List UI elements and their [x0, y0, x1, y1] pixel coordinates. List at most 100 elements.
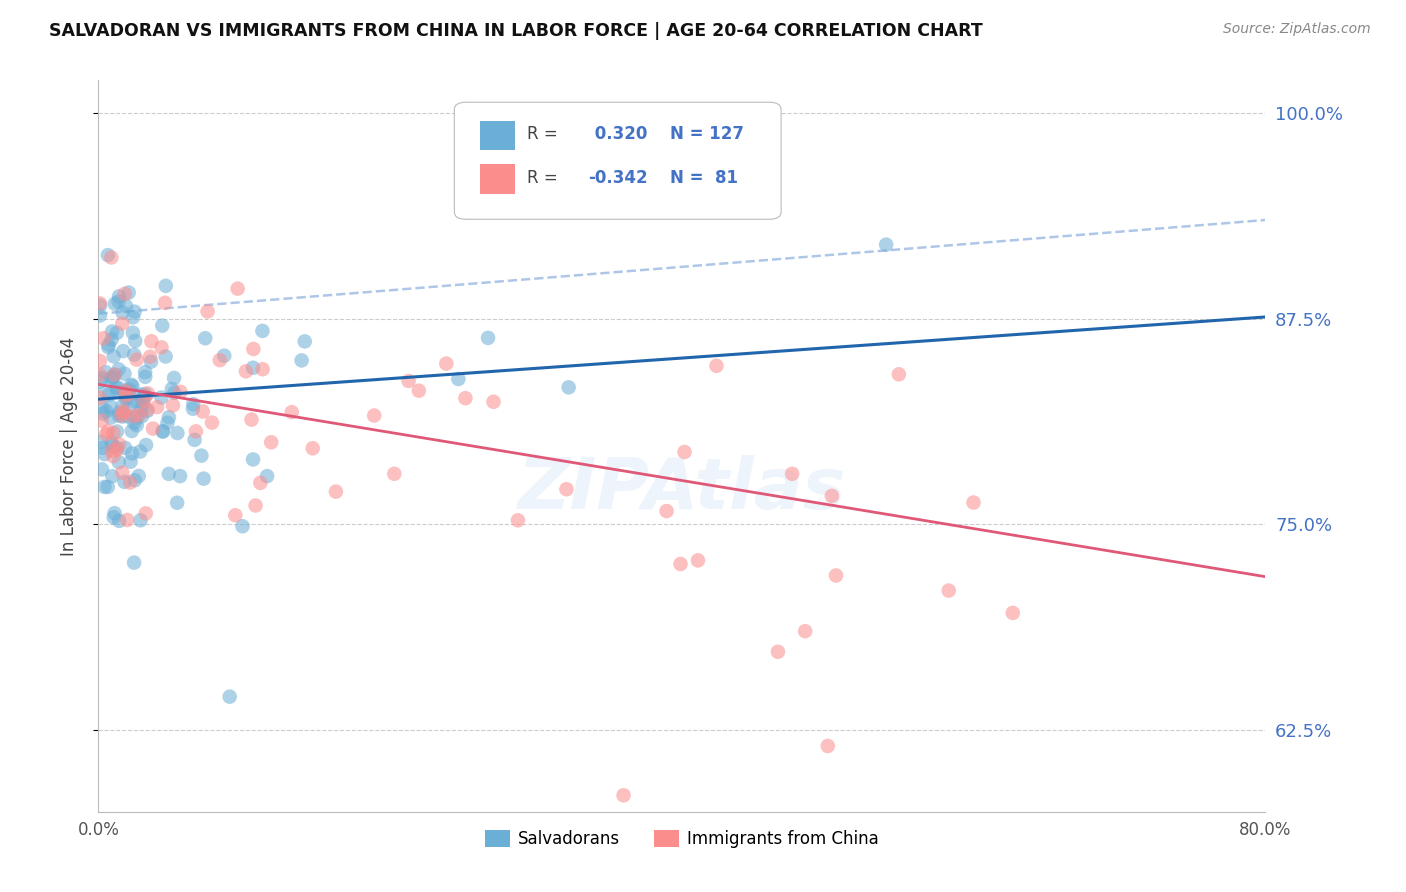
Point: [111, 399, 134, 413]
Y-axis label: In Labor Force | Age 20-64: In Labor Force | Age 20-64: [59, 336, 77, 556]
Point: [97, 340, 120, 354]
Point: [128, 408, 150, 422]
Point: [112, 406, 135, 420]
Point: [108, 289, 131, 303]
Point: [124, 473, 146, 487]
Point: [780, 467, 803, 481]
Point: [184, 425, 207, 439]
Point: [90, 414, 112, 428]
Point: [108, 406, 131, 420]
Point: [162, 398, 184, 412]
Point: [100, 333, 122, 347]
Point: [121, 424, 143, 438]
Point: [166, 425, 188, 440]
Point: [100, 410, 122, 425]
Point: [131, 402, 153, 417]
Legend: Salvadorans, Immigrants from China: Salvadorans, Immigrants from China: [478, 823, 886, 855]
Point: [447, 372, 470, 386]
Point: [118, 386, 141, 401]
Point: [135, 438, 157, 452]
Point: [153, 295, 176, 310]
Point: [117, 409, 139, 424]
Point: [136, 402, 159, 417]
Bar: [479, 120, 515, 150]
Point: [150, 391, 173, 405]
Point: [107, 381, 129, 395]
Point: [482, 394, 505, 409]
Point: [150, 318, 173, 333]
Point: [114, 286, 136, 301]
Point: [408, 384, 430, 398]
Point: [108, 514, 131, 528]
Point: [105, 442, 128, 457]
Point: [938, 583, 960, 598]
Point: [118, 285, 141, 300]
Point: [150, 340, 173, 354]
Point: [111, 466, 134, 480]
Point: [142, 421, 165, 435]
Point: [93, 480, 115, 494]
Point: [97, 387, 120, 401]
Point: [114, 384, 136, 398]
Point: [163, 385, 186, 400]
Point: [669, 557, 692, 571]
Point: [121, 446, 143, 460]
Point: [291, 353, 314, 368]
Point: [163, 371, 186, 385]
Point: [686, 553, 709, 567]
Point: [218, 690, 240, 704]
Point: [115, 390, 138, 404]
Point: [136, 386, 159, 401]
Point: [252, 362, 274, 376]
Point: [103, 350, 125, 364]
Point: [655, 504, 678, 518]
Point: [157, 410, 180, 425]
Text: R =: R =: [527, 125, 557, 143]
Point: [136, 404, 159, 418]
Point: [132, 393, 155, 408]
Point: [114, 367, 136, 381]
Point: [128, 469, 150, 483]
Point: [124, 416, 146, 430]
Point: [141, 334, 163, 349]
Point: [107, 294, 129, 309]
Point: [101, 370, 124, 384]
Point: [101, 371, 124, 385]
Point: [155, 350, 177, 364]
Point: [191, 404, 214, 418]
Point: [107, 384, 129, 399]
Point: [103, 510, 125, 524]
Text: N = 127: N = 127: [671, 125, 744, 143]
Point: [245, 499, 267, 513]
Point: [89, 375, 111, 389]
Point: [97, 480, 120, 494]
Point: [90, 371, 112, 385]
Point: [101, 325, 124, 339]
Point: [160, 382, 183, 396]
Point: [117, 401, 139, 416]
Bar: [479, 164, 515, 194]
Point: [252, 324, 274, 338]
Point: [434, 357, 457, 371]
Point: [114, 441, 136, 455]
Point: [107, 409, 129, 423]
Point: [214, 349, 236, 363]
Point: [235, 364, 257, 378]
Point: [766, 645, 789, 659]
Point: [114, 475, 136, 489]
Point: [97, 425, 120, 439]
Point: [103, 449, 125, 463]
Point: [124, 304, 146, 318]
Point: [104, 296, 127, 310]
Point: [506, 513, 529, 527]
Point: [118, 383, 141, 397]
Point: [91, 401, 114, 415]
Point: [117, 384, 139, 399]
Point: [821, 489, 844, 503]
Text: SALVADORAN VS IMMIGRANTS FROM CHINA IN LABOR FORCE | AGE 20-64 CORRELATION CHART: SALVADORAN VS IMMIGRANTS FROM CHINA IN L…: [49, 22, 983, 40]
Point: [104, 368, 127, 382]
Point: [93, 331, 115, 345]
Point: [181, 397, 204, 411]
Point: [181, 401, 204, 416]
Point: [125, 418, 148, 433]
